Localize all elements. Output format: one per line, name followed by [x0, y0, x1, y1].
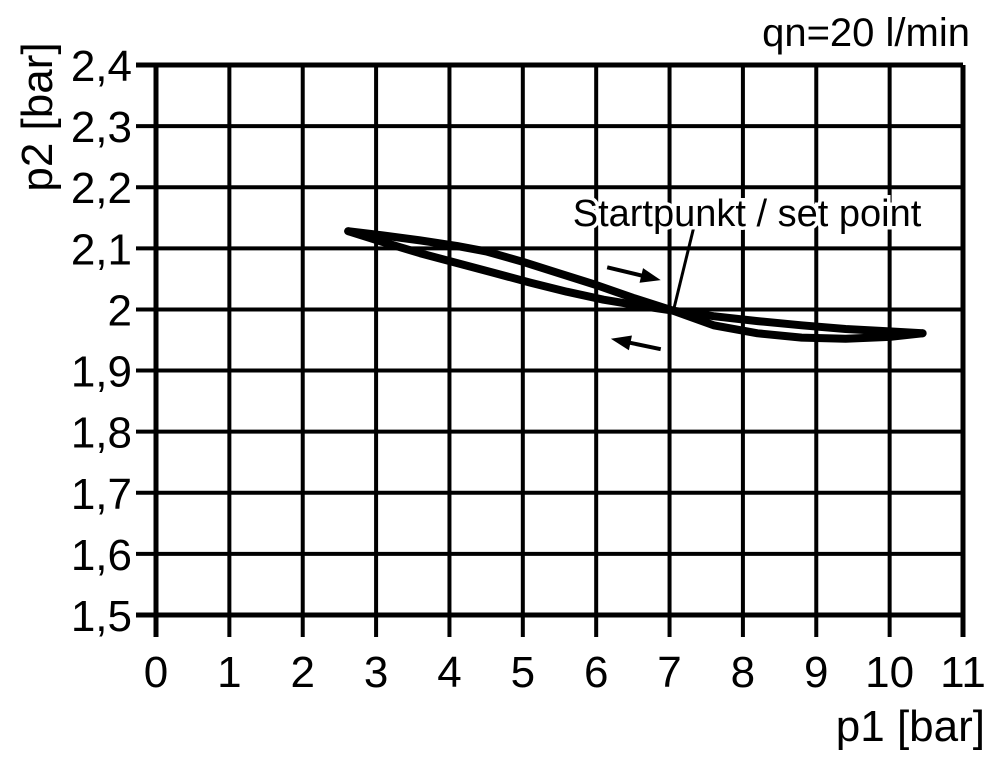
- y-tick-label: 2,3: [71, 103, 132, 152]
- set-point-annotation: Startpunkt / set point: [573, 193, 922, 235]
- x-tick-label: 9: [804, 648, 828, 697]
- y-tick-label: 1,9: [71, 348, 132, 397]
- x-tick-label: 1: [217, 648, 241, 697]
- x-tick-label: 6: [584, 648, 608, 697]
- x-tick-label: 8: [731, 648, 755, 697]
- y-tick-label: 1,6: [71, 531, 132, 580]
- x-axis-title: p1 [bar]: [836, 702, 985, 751]
- y-tick-label: 2,1: [71, 225, 132, 274]
- y-tick-label: 2,2: [71, 164, 132, 213]
- forward-direction-arrow-head: [639, 268, 661, 283]
- x-tick-label: 10: [865, 648, 914, 697]
- curve-forward-increasing-p1: [344, 227, 927, 343]
- forward-direction-arrow-shaft: [606, 265, 646, 279]
- return-direction-arrow-shaft: [626, 340, 662, 352]
- flow-rate-label: qn=20 l/min: [762, 11, 970, 55]
- x-tick-label: 3: [364, 648, 388, 697]
- x-tick-label: 0: [144, 648, 168, 697]
- grid-layer: [136, 62, 966, 637]
- x-tick-label: 7: [657, 648, 681, 697]
- x-tick-label: 5: [511, 648, 535, 697]
- x-tick-label: 2: [290, 648, 314, 697]
- y-tick-label: 1,5: [71, 592, 132, 641]
- y-tick-label: 2,4: [71, 42, 132, 91]
- y-tick-label: 1,7: [71, 470, 132, 519]
- x-tick-label: 4: [437, 648, 461, 697]
- annotation-leader-line: [671, 209, 700, 312]
- y-axis-title: p2 [bar]: [13, 42, 62, 191]
- return-direction-arrow-head: [610, 335, 632, 351]
- curve-layer: [344, 227, 927, 343]
- x-tick-label: 11: [940, 648, 986, 697]
- curve-return-decreasing-p1: [344, 227, 927, 338]
- tick-label-layer: 0 1 2 3 4 5 6 7 8 9 10 112,42,32,22,121,91,81,71,61…: [71, 42, 986, 697]
- y-tick-label: 1,8: [71, 409, 132, 458]
- y-tick-label: 2: [108, 286, 132, 335]
- arrow-layer: [606, 265, 662, 352]
